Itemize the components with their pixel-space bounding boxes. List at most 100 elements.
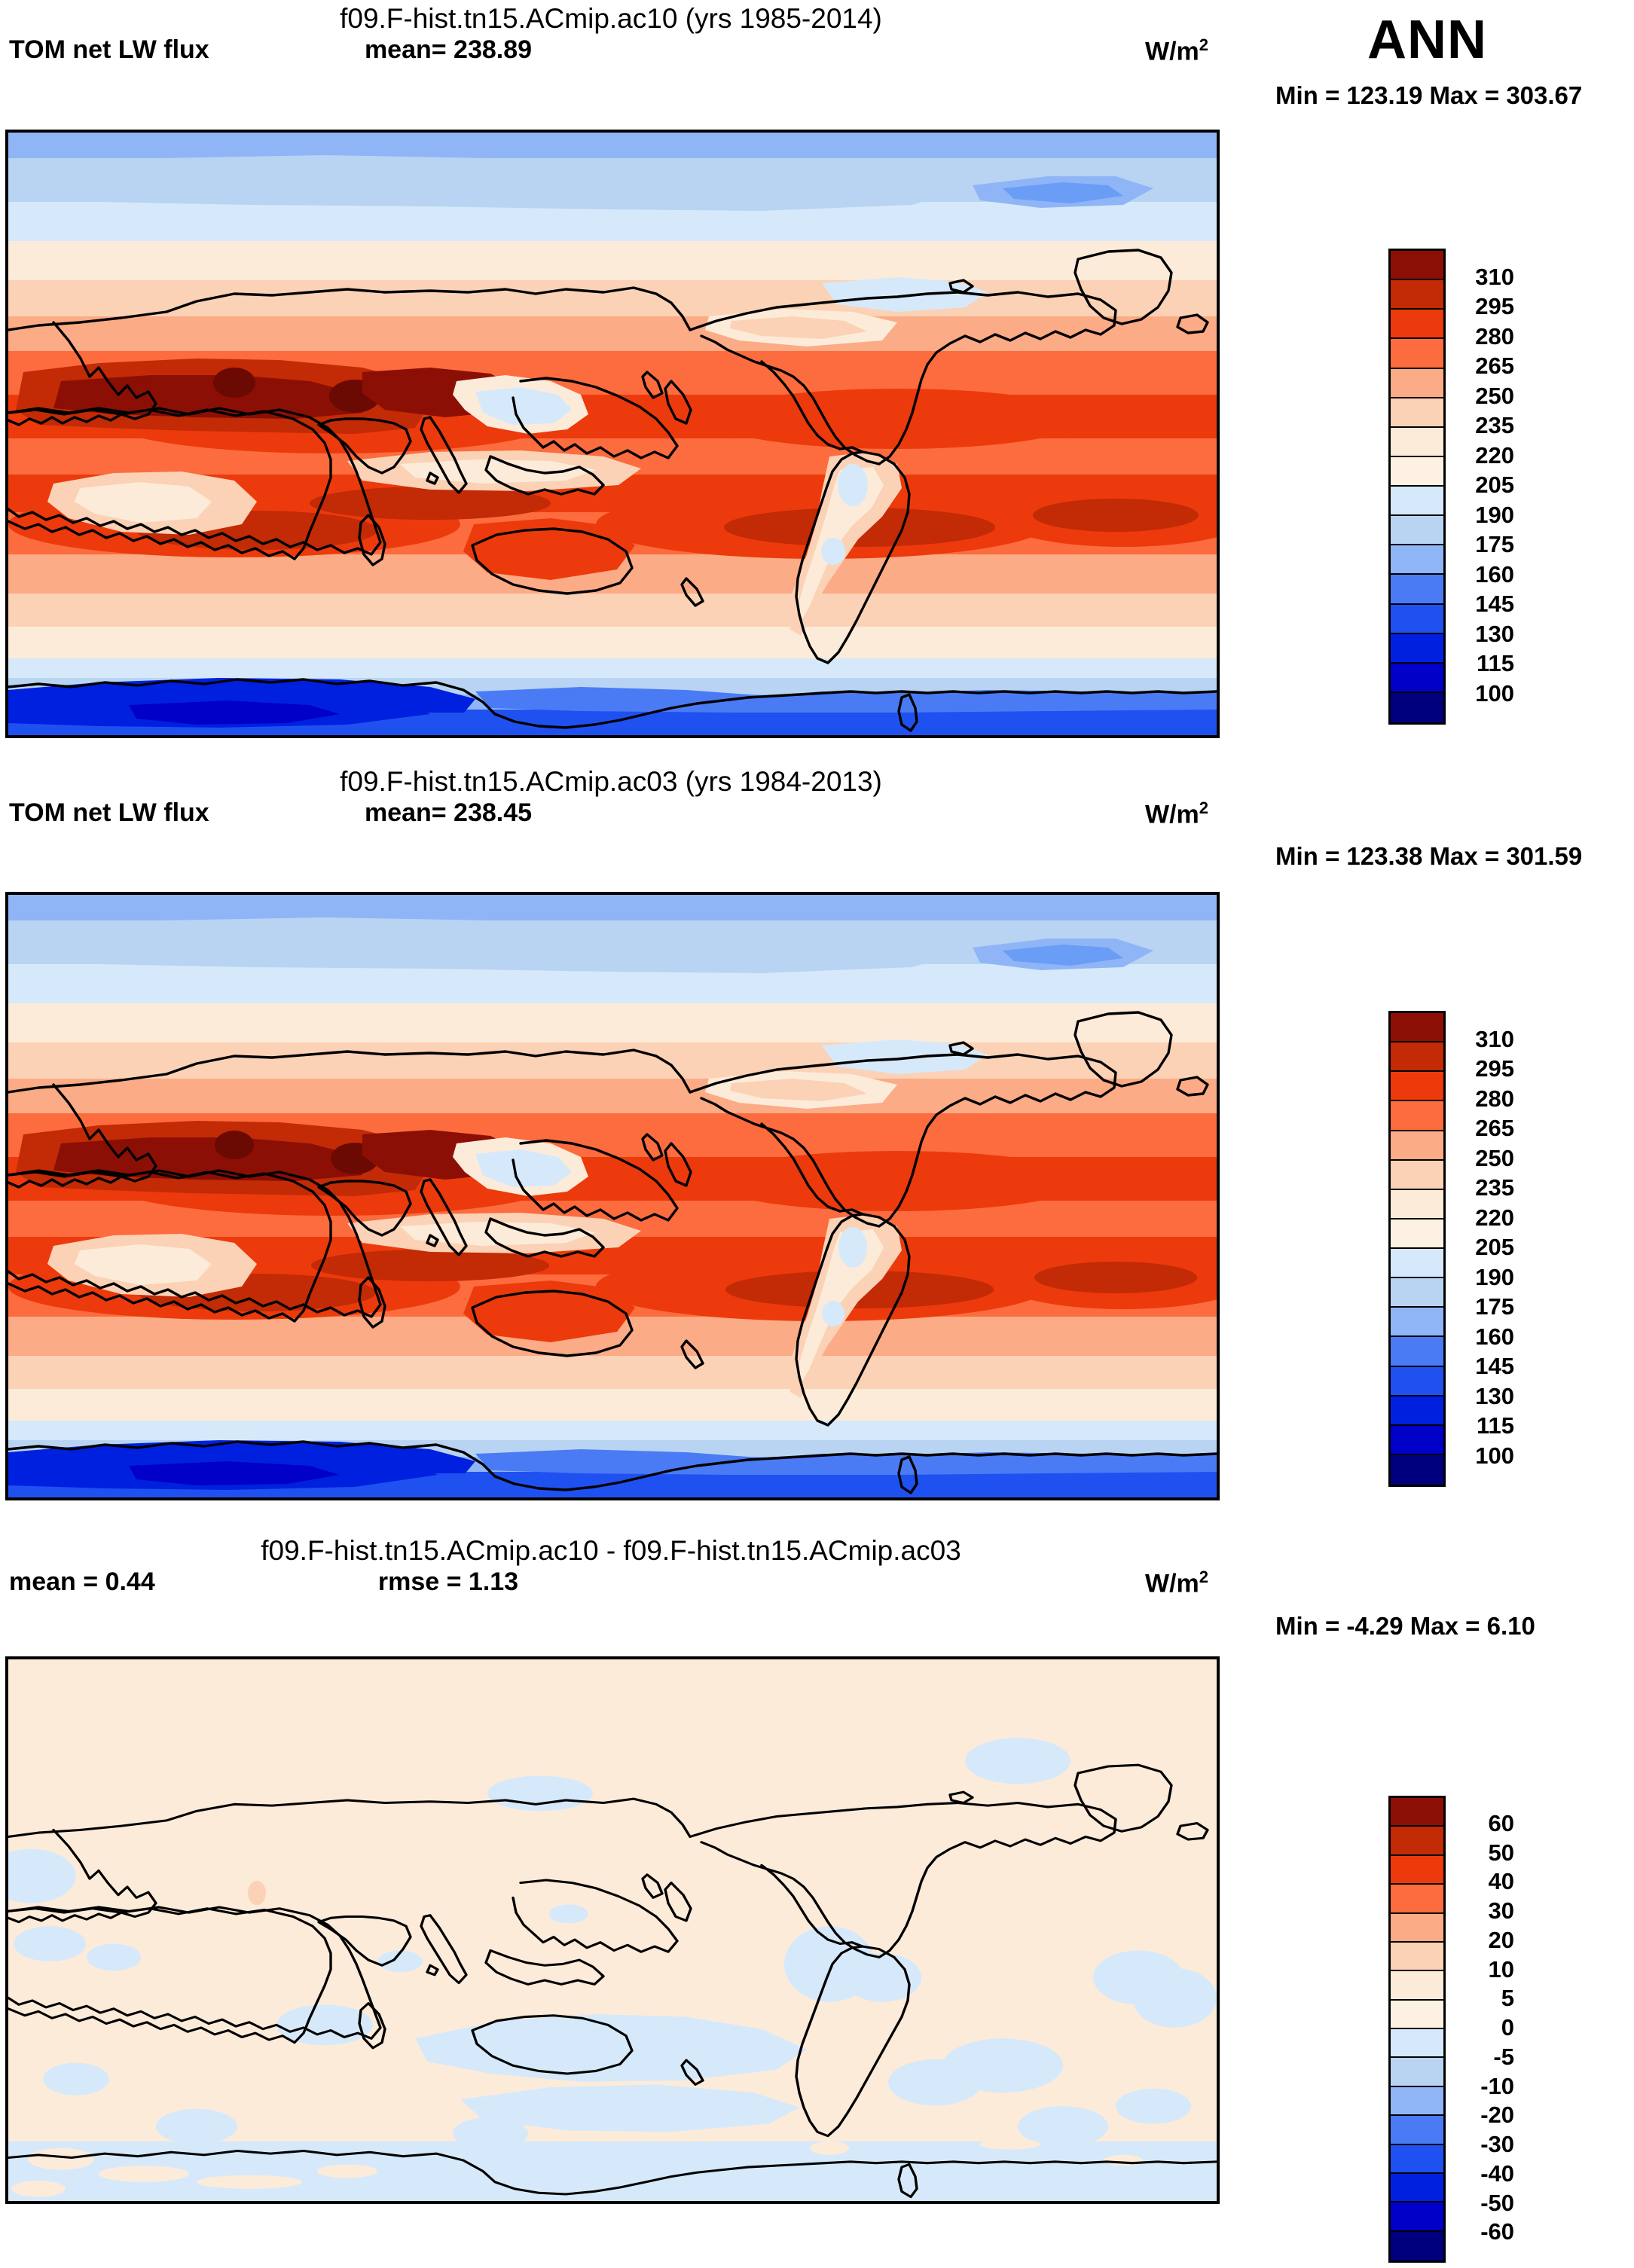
colorbar-tick-label: 145 (1475, 591, 1514, 617)
colorbar-cell (1391, 1913, 1443, 1943)
colorbar-tick-label: 280 (1475, 322, 1514, 350)
colorbar-tick-label: 60 (1488, 1809, 1514, 1836)
colorbar-cell (1391, 1042, 1443, 1073)
map-3-coastlines (8, 1763, 1217, 2199)
panel-3-units: W/m2 (1145, 1567, 1208, 1598)
colorbar-cell (1391, 545, 1443, 575)
map-2-field (8, 895, 1217, 1497)
colorbar-tick-label: 220 (1475, 1204, 1514, 1231)
colorbar-tick-label: 175 (1475, 1293, 1514, 1320)
colorbar-tick-label: 100 (1475, 679, 1514, 707)
colorbar-cell (1391, 1827, 1443, 1856)
colorbar-tick-label: -50 (1480, 2189, 1514, 2216)
colorbar-tick-label: 265 (1475, 353, 1514, 379)
colorbar-cell (1391, 1072, 1443, 1102)
colorbar-panel-1 (1388, 249, 1446, 725)
colorbar-tick-label: 205 (1475, 472, 1514, 498)
colorbar-cell (1391, 2173, 1443, 2203)
colorbar-tick-label: 0 (1501, 2014, 1514, 2041)
colorbar-cell (1391, 1189, 1443, 1219)
colorbar-cell (1391, 692, 1443, 722)
colorbar-tick-label: 250 (1475, 382, 1514, 409)
panel-1-units-exponent: 2 (1199, 35, 1209, 54)
colorbar-cell (1391, 2202, 1443, 2232)
colorbar-tick-label: 235 (1475, 412, 1514, 438)
colorbar-cell (1391, 1131, 1443, 1161)
panel-1-units: W/m2 (1145, 35, 1208, 66)
colorbar-2-labels: 310 295 280 265 250 235 220 205 190 175 160 145 130 1… (1458, 1011, 1541, 1487)
colorbar-tick-label: 145 (1475, 1353, 1514, 1379)
colorbar-tick-label: 250 (1475, 1144, 1514, 1171)
colorbar-tick-label: 115 (1476, 650, 1514, 676)
colorbar-tick-label: 40 (1488, 1868, 1514, 1895)
map-3-field (8, 1659, 1217, 2201)
colorbar-cell (1391, 1219, 1443, 1249)
map-2-coastlines (8, 1011, 1217, 1494)
panel-2-stat-label: mean= 238.45 (364, 798, 533, 827)
colorbar-cell (1391, 1971, 1443, 2001)
panel-3-rmse-label: rmse = 1.13 (377, 1567, 519, 1596)
panel-2-title: f09.F-hist.tn15.ACmip.ac03 (yrs 1984-201… (340, 766, 882, 797)
colorbar-cell (1391, 1942, 1443, 1972)
map-1-field (8, 133, 1217, 735)
colorbar-3-labels: 60 50 40 30 20 10 5 0 -5 -10 -20 -30 -40 -50 -60 (1458, 1796, 1541, 2263)
colorbar-cell (1391, 1160, 1443, 1190)
colorbar-tick-label: -60 (1480, 2218, 1514, 2245)
colorbar-tick-label: 130 (1475, 1382, 1514, 1409)
colorbar-panel-3 (1388, 1796, 1446, 2263)
colorbar-tick-label: 20 (1488, 1926, 1514, 1953)
map-panel-1 (5, 130, 1220, 738)
colorbar-cell (1391, 1855, 1443, 1885)
colorbar-tick-label: 265 (1475, 1115, 1514, 1141)
panel-3-mean-label: mean = 0.44 (9, 1567, 155, 1596)
colorbar-cell (1391, 1798, 1443, 1827)
colorbar-cell (1391, 1885, 1443, 1914)
colorbar-cell (1391, 1337, 1443, 1367)
colorbar-tick-label: 295 (1475, 293, 1514, 319)
colorbar-tick-label: 130 (1475, 620, 1514, 647)
colorbar-cell (1391, 310, 1443, 340)
colorbar-1-labels: 310 295 280 265 250 235 220 205 190 175 160 145 130 1… (1458, 249, 1541, 725)
panel-2-var-label: TOM net LW flux (9, 798, 209, 827)
colorbar-cell (1391, 398, 1443, 428)
panel-1-var-label: TOM net LW flux (9, 35, 209, 64)
colorbar-cell (1391, 516, 1443, 546)
map-1-canvas (8, 133, 1217, 735)
colorbar-cell (1391, 1455, 1443, 1485)
colorbar-tick-label: 295 (1475, 1055, 1514, 1082)
colorbar-tick-label: 5 (1501, 1985, 1514, 2012)
colorbar-tick-label: -30 (1480, 2131, 1514, 2157)
colorbar-tick-label: 205 (1475, 1234, 1514, 1260)
colorbar-cell (1391, 2000, 1443, 2029)
colorbar-tick-label: -20 (1480, 2102, 1514, 2129)
colorbar-tick-label: 10 (1488, 1955, 1514, 1983)
season-label: ANN (1367, 10, 1487, 70)
colorbar-cell (1391, 2144, 1443, 2174)
colorbar-tick-label: -40 (1480, 2160, 1514, 2187)
colorbar-cell (1391, 2231, 1443, 2260)
colorbar-cell (1391, 1308, 1443, 1338)
colorbar-panel-2 (1388, 1011, 1446, 1487)
colorbar-cell (1391, 633, 1443, 664)
colorbar-cell (1391, 368, 1443, 398)
colorbar-cell (1391, 1013, 1443, 1043)
colorbar-cell (1391, 456, 1443, 487)
colorbar-tick-label: -5 (1493, 2043, 1514, 2070)
colorbar-cell (1391, 1249, 1443, 1279)
colorbar-cell (1391, 2116, 1443, 2145)
colorbar-cell (1391, 339, 1443, 369)
panel-1-minmax: Min = 123.19 Max = 303.67 (1275, 81, 1583, 109)
panel-2-units-text: W/m (1145, 800, 1199, 829)
colorbar-cell (1391, 2058, 1443, 2087)
colorbar-cell (1391, 1278, 1443, 1308)
colorbar-tick-label: 50 (1488, 1839, 1514, 1866)
colorbar-tick-label: 310 (1475, 1025, 1514, 1052)
colorbar-tick-label: 220 (1475, 441, 1514, 469)
colorbar-tick-label: 190 (1475, 1263, 1514, 1290)
map-2-canvas (8, 895, 1217, 1497)
panel-1-units-text: W/m (1145, 37, 1199, 66)
map-panel-2 (5, 892, 1220, 1500)
colorbar-cell (1391, 604, 1443, 634)
colorbar-tick-label: 235 (1475, 1174, 1514, 1201)
map-panel-3 (5, 1656, 1220, 2204)
